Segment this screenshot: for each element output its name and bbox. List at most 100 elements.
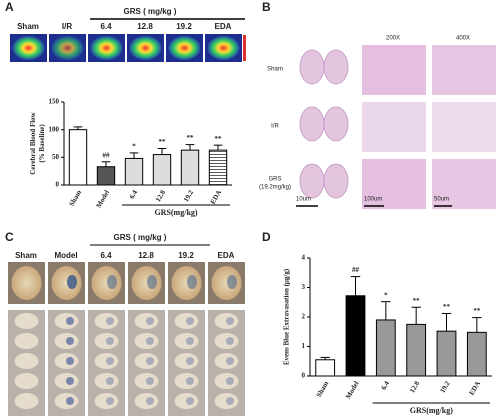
brain-slice xyxy=(214,353,239,369)
x-tick-label: EDA xyxy=(209,189,223,206)
dye-spot xyxy=(226,317,234,325)
y-tick-label: 100 xyxy=(49,125,60,133)
brain-photo xyxy=(51,266,82,300)
brain-slice xyxy=(134,353,159,369)
x-tick-label: Sham xyxy=(315,380,331,399)
brain-slice xyxy=(94,393,119,409)
histology xyxy=(362,102,426,152)
x-tick-label: 19.2 xyxy=(182,188,195,203)
panel-label: C xyxy=(5,230,14,244)
image-label: Sham xyxy=(17,22,39,31)
significance: * xyxy=(132,143,136,151)
dye-spot xyxy=(186,337,194,345)
significance: ** xyxy=(159,138,167,146)
brain-slice xyxy=(94,313,119,329)
x-tick-label: 19.2 xyxy=(439,379,452,394)
histology xyxy=(432,102,496,152)
dye-spot xyxy=(226,337,234,345)
bar xyxy=(315,359,336,377)
brain-slice xyxy=(134,333,159,349)
brain-section xyxy=(323,49,349,85)
x-tick-label: 6.4 xyxy=(128,188,140,200)
row-label: GRS xyxy=(268,177,281,183)
significance: ** xyxy=(215,135,223,143)
brain-section xyxy=(299,106,325,142)
brain-photo xyxy=(91,266,122,300)
significance: ** xyxy=(473,307,481,315)
dye-spot xyxy=(146,357,154,365)
bar xyxy=(180,149,200,186)
significance: ## xyxy=(352,266,360,274)
bar xyxy=(345,295,366,377)
brain-slice xyxy=(174,393,199,409)
brain-slice xyxy=(134,373,159,389)
y-tick-label: 50 xyxy=(52,153,60,161)
cbf-image xyxy=(168,36,201,60)
histology xyxy=(432,45,496,95)
bar xyxy=(96,166,116,186)
cbf-image xyxy=(51,36,84,60)
brain-slice xyxy=(174,333,199,349)
bar xyxy=(124,157,144,186)
dye-spot xyxy=(226,397,234,405)
dye-spot xyxy=(106,377,114,385)
cbf-image xyxy=(12,36,45,60)
image-label: 6.4 xyxy=(100,22,112,31)
dye-spot xyxy=(186,377,194,385)
image-label: EDA xyxy=(215,22,232,31)
dye-spot xyxy=(107,275,117,289)
dye-spot xyxy=(66,397,74,405)
dye-spot xyxy=(226,377,234,385)
x-tick-label: Sham xyxy=(68,189,84,208)
y-tick-label: 0 xyxy=(302,372,306,380)
cbf-image xyxy=(129,36,162,60)
brain-slice xyxy=(214,313,239,329)
x-tick-label: EDA xyxy=(468,380,482,397)
image-label: 19.2 xyxy=(178,251,194,260)
bar xyxy=(466,331,487,377)
brain-slice xyxy=(14,373,39,389)
dye-spot xyxy=(66,337,74,345)
brain-slice xyxy=(94,373,119,389)
image-label: 19.2 xyxy=(176,22,192,31)
brain-photo xyxy=(131,266,162,300)
dye-spot xyxy=(147,275,157,289)
brain-slice xyxy=(214,393,239,409)
bar xyxy=(436,330,457,377)
brain-slice xyxy=(94,353,119,369)
brain-photo xyxy=(11,266,42,300)
x-axis-label: GRS(mg/kg) xyxy=(410,406,453,415)
y-axis-label: Evens Blue Extravasation (μg/g) xyxy=(283,268,291,365)
y-axis-label: Cerebral Blood Flow xyxy=(29,111,37,174)
image-label: 12.8 xyxy=(137,22,153,31)
dye-spot xyxy=(106,317,114,325)
dye-spot xyxy=(66,377,74,385)
bar xyxy=(375,319,396,377)
brain-slice xyxy=(94,333,119,349)
bar xyxy=(68,129,88,186)
y-tick-label: 2 xyxy=(302,313,306,321)
brain-slice xyxy=(174,373,199,389)
x-tick-label: Model xyxy=(344,380,360,401)
significance: ** xyxy=(443,303,451,311)
brain-slice xyxy=(14,333,39,349)
y-tick-label: 3 xyxy=(302,283,306,291)
brain-slice xyxy=(174,313,199,329)
significance: * xyxy=(384,291,388,299)
y-tick-label: 1 xyxy=(302,342,306,350)
bar xyxy=(152,154,172,186)
panel-label: D xyxy=(262,230,271,244)
group-label: GRS ( mg/kg ) xyxy=(124,7,177,16)
dye-spot xyxy=(187,275,197,289)
x-tick-label: 12.8 xyxy=(154,188,167,203)
dye-spot xyxy=(186,317,194,325)
cbf-image xyxy=(207,36,240,60)
color-scale xyxy=(243,35,246,61)
dye-spot xyxy=(186,357,194,365)
brain-section xyxy=(323,106,349,142)
image-label: 6.4 xyxy=(100,251,112,260)
x-tick-label: 12.8 xyxy=(408,379,421,394)
cbf-image xyxy=(90,36,123,60)
brain-slice xyxy=(214,333,239,349)
